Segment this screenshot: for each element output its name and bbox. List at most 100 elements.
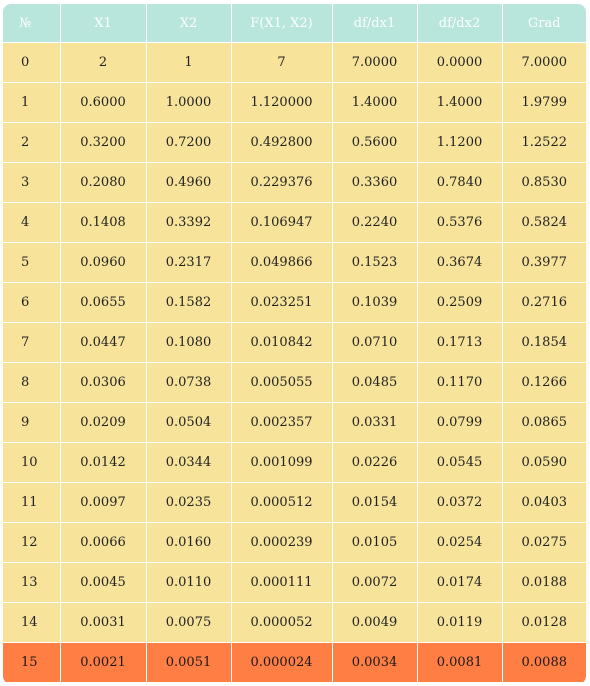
cell-index: 15	[3, 642, 61, 682]
cell-function-value: 0.000512	[231, 482, 333, 523]
table-row: 0 2 1 7 7.0000 0.0000 7.0000	[3, 42, 586, 83]
cell-grad: 0.0128	[502, 602, 586, 643]
cell-df-dx1: 0.0710	[332, 322, 418, 363]
cell-function-value: 7	[231, 42, 333, 83]
table-row: 3 0.2080 0.4960 0.229376 0.3360 0.7840 0.8530	[3, 162, 586, 203]
cell-grad: 7.0000	[502, 42, 586, 83]
cell-df-dx2: 0.2509	[417, 282, 503, 323]
cell-function-value: 1.120000	[231, 82, 333, 123]
cell-grad: 0.1854	[502, 322, 586, 363]
cell-df-dx1: 0.0105	[332, 522, 418, 563]
cell-x2: 0.1582	[146, 282, 232, 323]
cell-df-dx2: 0.0000	[417, 42, 503, 83]
table-row: 10 0.0142 0.0344 0.001099 0.0226 0.0545 0.0590	[3, 442, 586, 483]
cell-x1: 0.0066	[60, 522, 147, 563]
cell-function-value: 0.005055	[231, 362, 333, 403]
cell-x2: 0.0160	[146, 522, 232, 563]
cell-df-dx1: 0.0226	[332, 442, 418, 483]
table-row: 4 0.1408 0.3392 0.106947 0.2240 0.5376 0.5824	[3, 202, 586, 243]
cell-x2: 1.0000	[146, 82, 232, 123]
cell-x2: 0.0504	[146, 402, 232, 443]
cell-index: 7	[3, 322, 61, 363]
cell-df-dx1: 0.0485	[332, 362, 418, 403]
cell-grad: 1.9799	[502, 82, 586, 123]
cell-function-value: 0.049866	[231, 242, 333, 283]
cell-df-dx2: 0.0081	[417, 642, 503, 682]
cell-x1: 0.0655	[60, 282, 147, 323]
column-header-x1: X1	[60, 4, 147, 43]
cell-grad: 0.0590	[502, 442, 586, 483]
column-header-function-value: F(X1, X2)	[231, 4, 333, 43]
column-header-df-dx1: df/dx1	[332, 4, 418, 43]
cell-df-dx1: 0.0034	[332, 642, 418, 682]
table-row: 13 0.0045 0.0110 0.000111 0.0072 0.0174 0.0188	[3, 562, 586, 603]
cell-function-value: 0.229376	[231, 162, 333, 203]
cell-function-value: 0.106947	[231, 202, 333, 243]
cell-df-dx1: 0.0154	[332, 482, 418, 523]
cell-function-value: 0.000052	[231, 602, 333, 643]
cell-index: 13	[3, 562, 61, 603]
cell-df-dx1: 0.1523	[332, 242, 418, 283]
cell-index: 0	[3, 42, 61, 83]
cell-function-value: 0.000024	[231, 642, 333, 682]
table-row: 12 0.0066 0.0160 0.000239 0.0105 0.0254 0.0275	[3, 522, 586, 563]
cell-x1: 0.3200	[60, 122, 147, 163]
cell-x2: 0.0738	[146, 362, 232, 403]
cell-df-dx2: 1.4000	[417, 82, 503, 123]
cell-df-dx2: 0.1170	[417, 362, 503, 403]
cell-index: 5	[3, 242, 61, 283]
table-row: 14 0.0031 0.0075 0.000052 0.0049 0.0119 0.0128	[3, 602, 586, 643]
cell-index: 12	[3, 522, 61, 563]
cell-index: 1	[3, 82, 61, 123]
cell-x2: 0.0051	[146, 642, 232, 682]
table-row: 9 0.0209 0.0504 0.002357 0.0331 0.0799 0.0865	[3, 402, 586, 443]
cell-x1: 0.0021	[60, 642, 147, 682]
cell-grad: 0.5824	[502, 202, 586, 243]
cell-x2: 0.2317	[146, 242, 232, 283]
table-row: 11 0.0097 0.0235 0.000512 0.0154 0.0372 0.0403	[3, 482, 586, 523]
cell-index: 4	[3, 202, 61, 243]
cell-index: 8	[3, 362, 61, 403]
cell-grad: 0.0088	[502, 642, 586, 682]
table-row: 5 0.0960 0.2317 0.049866 0.1523 0.3674 0.3977	[3, 242, 586, 283]
cell-df-dx2: 0.0119	[417, 602, 503, 643]
cell-df-dx1: 0.3360	[332, 162, 418, 203]
cell-index: 9	[3, 402, 61, 443]
cell-x1: 0.1408	[60, 202, 147, 243]
cell-df-dx1: 0.0331	[332, 402, 418, 443]
cell-x1: 0.0097	[60, 482, 147, 523]
cell-grad: 0.3977	[502, 242, 586, 283]
cell-index: 11	[3, 482, 61, 523]
cell-index: 14	[3, 602, 61, 643]
cell-df-dx2: 0.3674	[417, 242, 503, 283]
cell-grad: 1.2522	[502, 122, 586, 163]
cell-index: 2	[3, 122, 61, 163]
cell-df-dx2: 1.1200	[417, 122, 503, 163]
cell-x2: 0.1080	[146, 322, 232, 363]
cell-x1: 0.0045	[60, 562, 147, 603]
cell-df-dx1: 7.0000	[332, 42, 418, 83]
cell-function-value: 0.000111	[231, 562, 333, 603]
cell-x2: 0.0075	[146, 602, 232, 643]
cell-df-dx1: 0.2240	[332, 202, 418, 243]
cell-df-dx2: 0.1713	[417, 322, 503, 363]
cell-df-dx2: 0.0174	[417, 562, 503, 603]
column-header-index: №	[3, 4, 61, 43]
cell-df-dx2: 0.0799	[417, 402, 503, 443]
cell-df-dx2: 0.0254	[417, 522, 503, 563]
table-row: 1 0.6000 1.0000 1.120000 1.4000 1.4000 1.9799	[3, 82, 586, 123]
table-row: 6 0.0655 0.1582 0.023251 0.1039 0.2509 0.2716	[3, 282, 586, 323]
cell-df-dx2: 0.0545	[417, 442, 503, 483]
cell-grad: 0.8530	[502, 162, 586, 203]
cell-x1: 0.0142	[60, 442, 147, 483]
table-header-row: № X1 X2 F(X1, X2) df/dx1 df/dx2 Grad	[3, 4, 586, 43]
cell-x1: 0.0031	[60, 602, 147, 643]
column-header-df-dx2: df/dx2	[417, 4, 503, 43]
cell-x1: 0.6000	[60, 82, 147, 123]
cell-df-dx1: 0.0072	[332, 562, 418, 603]
table-row: 15 0.0021 0.0051 0.000024 0.0034 0.0081 0.0088	[3, 642, 586, 682]
column-header-grad: Grad	[502, 4, 586, 43]
cell-function-value: 0.023251	[231, 282, 333, 323]
cell-x1: 0.0306	[60, 362, 147, 403]
